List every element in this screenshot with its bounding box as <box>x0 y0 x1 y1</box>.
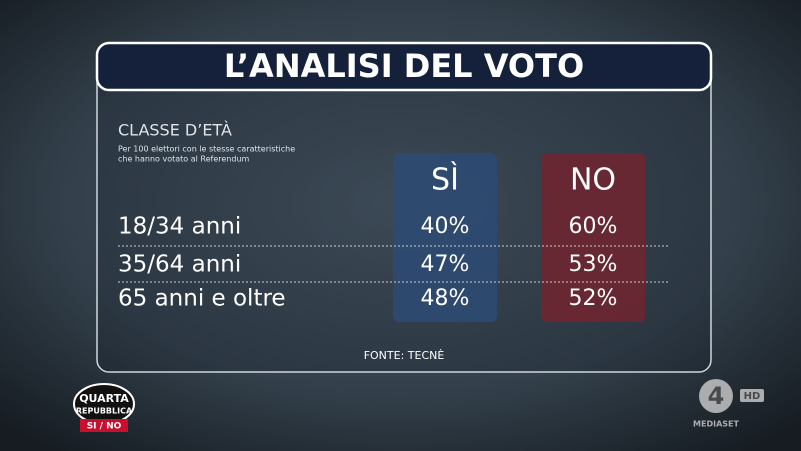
cell-value: 40% <box>421 214 470 239</box>
show-name: REPUBBLICA <box>76 407 133 416</box>
cell-value: 52% <box>569 286 618 311</box>
channel-quality: HD <box>744 391 761 402</box>
show-logo: QUARTA REPUBBLICA SI / NO <box>73 383 135 432</box>
title: L’ANALISI DEL VOTO <box>224 47 584 85</box>
channel-logo: 4 HD MEDIASET <box>693 379 764 429</box>
show-tag: SI / NO <box>87 422 122 432</box>
cell-value: 60% <box>569 214 618 239</box>
row-label: 65 anni e oltre <box>118 286 286 312</box>
column-header: NO <box>570 163 616 198</box>
table-title: CLASSE D’ETÀ <box>118 121 232 140</box>
column-header: SÌ <box>431 162 459 198</box>
cell-value: 53% <box>569 252 618 277</box>
row-label: 35/64 anni <box>118 252 241 278</box>
show-name: QUARTA <box>79 392 129 405</box>
no-column <box>541 153 645 322</box>
cell-value: 47% <box>421 252 470 277</box>
title-box <box>95 41 713 92</box>
channel-number: 4 <box>708 382 725 410</box>
network: MEDIASET <box>693 420 739 429</box>
note: che hanno votato al Referendum <box>118 155 250 164</box>
source: FONTE: TECNÈ <box>364 349 445 362</box>
row-label: 18/34 anni <box>118 214 241 240</box>
rows: 18/34 anni 40% 60% 35/64 anni 47% 53% 65 anni … <box>118 214 617 312</box>
yes-column <box>393 153 497 322</box>
cell-value: 48% <box>421 286 470 311</box>
note: Per 100 elettori con le stesse caratteri… <box>118 145 295 154</box>
